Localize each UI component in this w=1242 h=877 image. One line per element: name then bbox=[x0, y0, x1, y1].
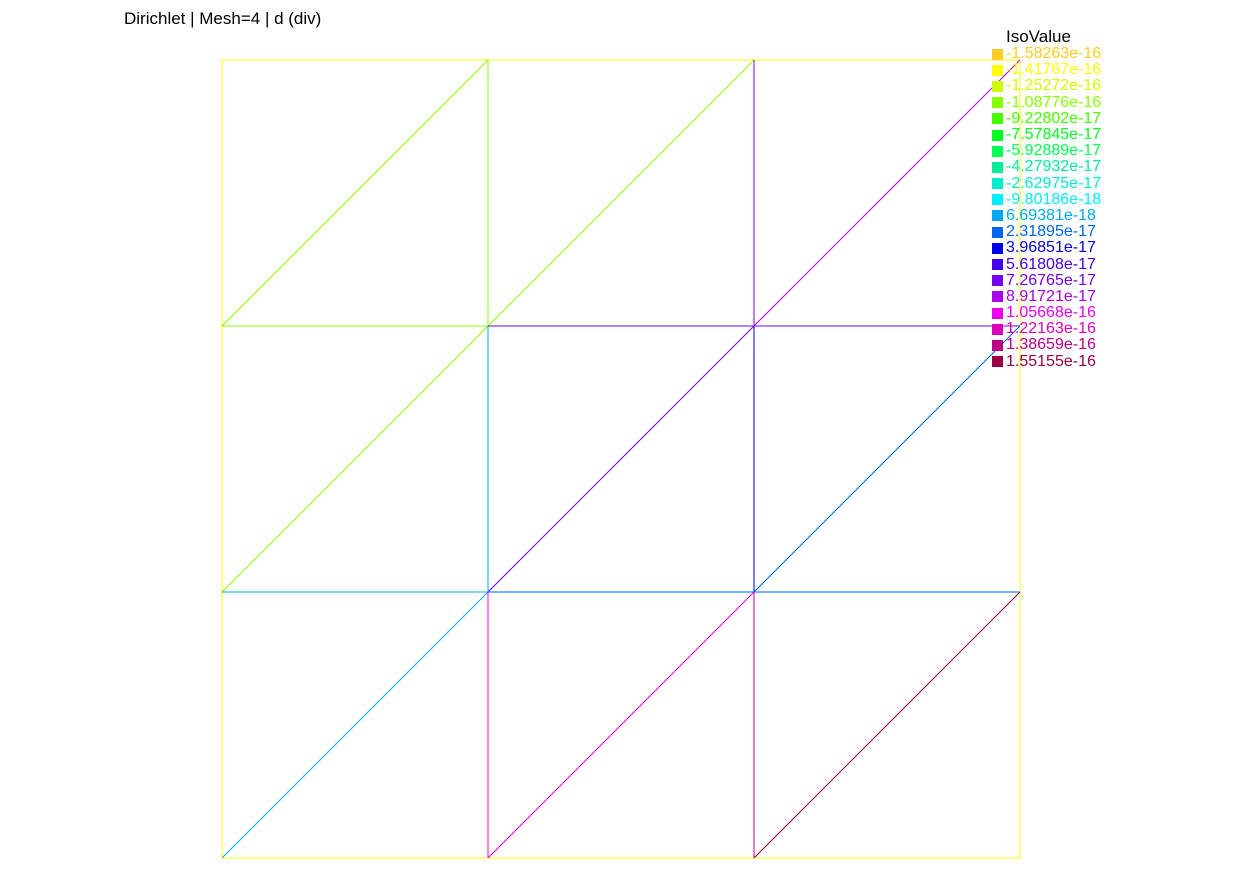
legend-label: 5.61808e-17 bbox=[1006, 255, 1096, 273]
legend-item: 1.22163e-16 bbox=[992, 321, 1101, 337]
legend-swatch bbox=[992, 80, 1003, 92]
legend-label: -4.27932e-17 bbox=[1006, 158, 1102, 176]
legend-item: 8.91721e-17 bbox=[992, 287, 1101, 305]
legend-label: -9.80186e-18 bbox=[1006, 190, 1102, 208]
legend-label: 3.96851e-17 bbox=[1006, 239, 1096, 257]
legend-swatch bbox=[992, 194, 1003, 206]
mesh-edge bbox=[221, 591, 489, 859]
legend-item: -5.92889e-17 bbox=[992, 143, 1101, 159]
mesh-edge bbox=[753, 591, 1021, 859]
legend-label: -2.62975e-17 bbox=[1006, 174, 1102, 192]
legend-label: 1.22163e-16 bbox=[1006, 320, 1096, 338]
legend-swatch bbox=[992, 307, 1003, 319]
legend-swatch bbox=[992, 48, 1003, 60]
legend-item: 2.31895e-17 bbox=[992, 224, 1101, 240]
legend-swatch bbox=[992, 64, 1003, 76]
legend-item: -9.22802e-17 bbox=[992, 109, 1102, 127]
legend-item: 7.26765e-17 bbox=[992, 271, 1101, 289]
legend-item: -1.41767e-16 bbox=[992, 62, 1101, 78]
legend-swatch bbox=[992, 113, 1003, 125]
legend-label: -7.57845e-17 bbox=[1006, 126, 1102, 144]
legend-swatch bbox=[992, 226, 1003, 238]
mesh-edge bbox=[487, 325, 755, 593]
legend-label: -1.58263e-16 bbox=[1006, 45, 1102, 63]
legend-item: 1.05668e-16 bbox=[992, 305, 1101, 321]
legend-item: -1.25272e-16 bbox=[992, 78, 1101, 94]
legend-item: 5.61808e-17 bbox=[992, 256, 1101, 272]
legend-label: -1.41767e-16 bbox=[1006, 61, 1102, 79]
legend-label: 1.55155e-16 bbox=[1006, 352, 1096, 370]
legend-swatch bbox=[992, 339, 1003, 351]
legend-swatch bbox=[992, 356, 1003, 368]
legend-item: -2.62975e-17 bbox=[992, 174, 1102, 192]
legend-label: 6.69381e-18 bbox=[1006, 206, 1096, 224]
legend-swatch bbox=[992, 145, 1003, 157]
mesh-edge bbox=[753, 59, 1021, 327]
legend-item: 1.55155e-16 bbox=[992, 352, 1101, 370]
legend-swatch bbox=[992, 178, 1003, 190]
legend-label: -9.22802e-17 bbox=[1006, 109, 1102, 127]
legend-item: 3.96851e-17 bbox=[992, 240, 1101, 256]
legend-swatch bbox=[992, 323, 1003, 335]
plot-title: Dirichlet | Mesh=4 | d (div) bbox=[124, 9, 322, 28]
mesh-edge bbox=[221, 59, 489, 327]
legend-item: -4.27932e-17 bbox=[992, 159, 1101, 175]
legend-swatch bbox=[992, 242, 1003, 254]
legend-item: -1.58263e-16 bbox=[992, 46, 1101, 62]
legend-swatch bbox=[992, 97, 1003, 109]
legend-swatch bbox=[992, 210, 1003, 222]
legend-label: 2.31895e-17 bbox=[1006, 223, 1096, 241]
legend-title: IsoValue bbox=[1006, 27, 1071, 46]
legend-item: 6.69381e-18 bbox=[992, 206, 1101, 224]
legend-swatch bbox=[992, 161, 1003, 173]
legend-label: 1.38659e-16 bbox=[1006, 336, 1096, 354]
mesh-edge bbox=[753, 325, 1021, 593]
legend-label: -5.92889e-17 bbox=[1006, 142, 1102, 160]
legend-item: 1.38659e-16 bbox=[992, 337, 1101, 353]
legend-item: -9.80186e-18 bbox=[992, 190, 1102, 208]
legend-item: -7.57845e-17 bbox=[992, 127, 1101, 143]
isovalue-legend: IsoValue -1.58263e-16 -1.41767e-16 -1.2527… bbox=[992, 28, 1101, 370]
mesh-edges bbox=[221, 59, 1021, 859]
legend-label: 8.91721e-17 bbox=[1006, 287, 1096, 305]
legend-swatch bbox=[992, 129, 1003, 141]
legend-label: -1.08776e-16 bbox=[1006, 93, 1102, 111]
mesh-edge bbox=[487, 591, 755, 859]
legend-label: 7.26765e-17 bbox=[1006, 271, 1096, 289]
legend-swatch bbox=[992, 275, 1003, 287]
legend-swatch bbox=[992, 259, 1003, 271]
legend-label: -1.25272e-16 bbox=[1006, 77, 1102, 95]
legend-item: -1.08776e-16 bbox=[992, 93, 1102, 111]
legend-swatch bbox=[992, 291, 1003, 303]
legend-items: -1.58263e-16 -1.41767e-16 -1.25272e-16 -1.0… bbox=[992, 46, 1101, 370]
legend-label: 1.05668e-16 bbox=[1006, 304, 1096, 322]
